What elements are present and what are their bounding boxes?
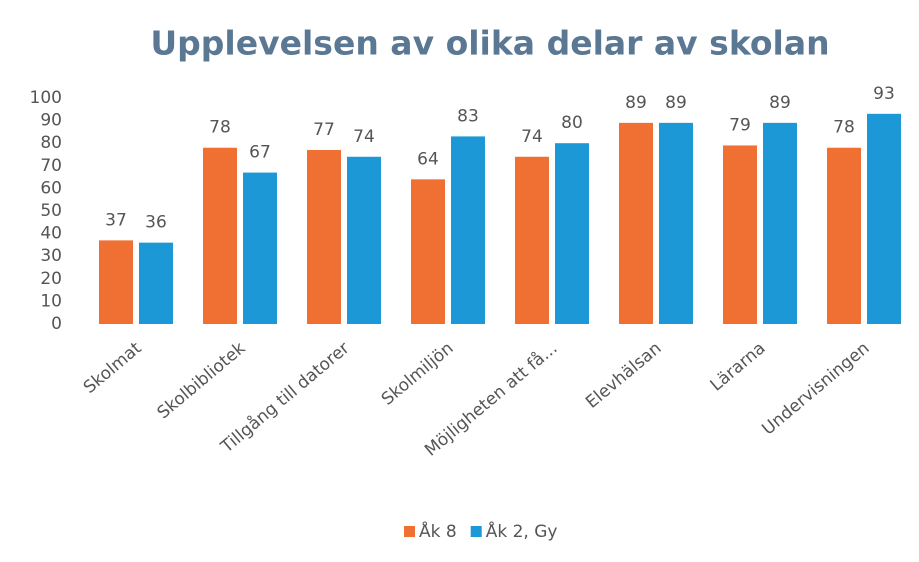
value-label: 89 xyxy=(665,93,687,113)
value-label: 80 xyxy=(561,113,583,133)
y-tick-label: 100 xyxy=(30,88,62,108)
bar xyxy=(203,147,237,324)
y-tick-label: 70 xyxy=(40,156,62,176)
bar xyxy=(827,147,861,324)
y-tick-label: 40 xyxy=(40,224,62,244)
x-tick-label: Lärarna xyxy=(707,338,770,395)
value-label: 77 xyxy=(313,120,335,140)
value-label: 93 xyxy=(873,84,895,104)
bar xyxy=(659,122,693,324)
y-tick-label: 10 xyxy=(40,291,62,311)
y-tick-label: 90 xyxy=(40,111,62,131)
x-tick-label: Undervisningen xyxy=(758,338,873,439)
value-label: 89 xyxy=(769,93,791,113)
y-tick-label: 20 xyxy=(40,269,62,289)
y-tick-label: 60 xyxy=(40,178,62,198)
bar xyxy=(139,242,173,324)
bar xyxy=(451,136,485,324)
value-label: 79 xyxy=(729,115,751,135)
bar xyxy=(347,156,381,324)
bar xyxy=(243,172,277,324)
bar xyxy=(763,122,797,324)
bar xyxy=(515,156,549,324)
legend-label: Åk 2, Gy xyxy=(486,520,558,542)
bar xyxy=(307,149,341,324)
bar xyxy=(619,122,653,324)
legend-item: Åk 2, Gy xyxy=(470,520,558,542)
value-label: 74 xyxy=(353,127,375,147)
bar xyxy=(723,145,757,324)
y-tick-label: 30 xyxy=(40,246,62,266)
value-label: 83 xyxy=(457,106,479,126)
y-tick-label: 50 xyxy=(40,201,62,221)
y-tick-label: 80 xyxy=(40,133,62,153)
bar xyxy=(555,143,589,324)
bar xyxy=(867,113,901,324)
x-tick-label: Skolbibliotek xyxy=(154,338,250,423)
y-tick-label: 0 xyxy=(51,314,62,334)
value-label: 78 xyxy=(833,118,855,138)
bar xyxy=(411,179,445,324)
value-label: 89 xyxy=(625,93,647,113)
legend-swatch xyxy=(404,526,415,537)
bar xyxy=(99,240,133,324)
legend-item: Åk 8 xyxy=(404,520,457,542)
value-label: 78 xyxy=(209,118,231,138)
value-label: 36 xyxy=(145,213,167,233)
x-tick-label: Elevhälsan xyxy=(582,338,665,412)
value-label: 64 xyxy=(417,149,439,169)
legend-label: Åk 8 xyxy=(419,520,457,542)
chart-title: Upplevelsen av olika delar av skolan xyxy=(150,24,829,63)
value-label: 37 xyxy=(105,210,127,230)
value-label: 67 xyxy=(249,143,271,163)
x-tick-label: Skolmiljön xyxy=(378,338,458,409)
x-tick-label: Skolmat xyxy=(80,338,146,398)
legend-swatch xyxy=(470,526,482,537)
value-label: 74 xyxy=(521,127,543,147)
